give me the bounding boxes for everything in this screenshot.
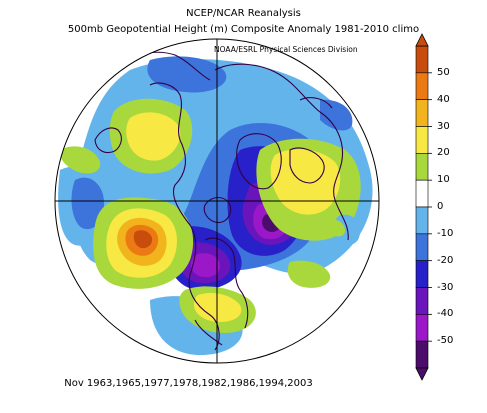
anomaly-positive-extreme: [133, 230, 153, 249]
colorbar-tick-label: -20: [437, 254, 454, 266]
anomaly-positive-light: [327, 219, 346, 237]
colorbar-tick-label: 10: [437, 174, 450, 186]
anomaly-negative-medium: [71, 177, 105, 230]
colorbar-tick-label: -40: [437, 308, 454, 320]
colorbar-segment: [415, 45, 429, 74]
colorbar-segment: [415, 126, 429, 154]
anomaly-positive-light: [287, 260, 331, 288]
map-grid: [54, 38, 380, 364]
coastline-kamchatka: [94, 127, 122, 154]
colorbar-segment: [415, 340, 429, 369]
anomaly-positive-medium: [270, 149, 341, 215]
credit-text: NOAA/ESRL Physical Sciences Division: [214, 45, 358, 54]
colorbar-tick-label: 20: [437, 147, 450, 159]
colorbar-tick-label: -10: [437, 227, 454, 239]
map-boundary: [54, 38, 380, 364]
colorbar-tick-label: 40: [437, 93, 450, 105]
anomaly-positive-light: [59, 146, 101, 174]
coastline-europe: [299, 97, 333, 109]
colorbar-tick-label: -30: [437, 281, 454, 293]
anomaly-negative-medium: [147, 56, 227, 93]
chart-subtitle: 500mb Geopotential Height (m) Composite …: [67, 24, 420, 35]
colorbar-segment: [415, 206, 429, 235]
coastline-north-america: [149, 82, 220, 351]
colorbar-segment: [415, 260, 429, 288]
colorbar-segment: [415, 72, 429, 100]
colorbar-tick-label: 50: [437, 66, 450, 78]
composite-caption: Nov 1963,1965,1977,1978,1982,1986,1994,2…: [64, 378, 313, 389]
colorbar-tick-label: 0: [437, 201, 444, 212]
colorbar-bottom-arrow: [415, 367, 429, 381]
colorbar-segment: [415, 233, 429, 261]
coastline-hudson-bay: [203, 196, 232, 224]
colorbar-tick-label: 30: [437, 120, 450, 132]
colorbar-segment: [415, 179, 429, 208]
colorbar-segment: [415, 314, 429, 342]
chart-title: NCEP/NCAR Reanalysis: [186, 8, 301, 19]
coastline-eurasia: [214, 63, 349, 241]
anomaly-negative-medium: [320, 99, 353, 131]
colorbar-segments: [415, 45, 432, 369]
anomaly-positive-medium: [194, 293, 242, 322]
coastlines: [94, 51, 349, 351]
coastline-north-america: [204, 237, 249, 329]
colorbar-segment: [415, 153, 429, 181]
colorbar-segment: [415, 287, 429, 315]
coastline-greenland: [236, 133, 282, 190]
colorbar-top-arrow: [415, 33, 429, 47]
coastline-mexico: [194, 319, 223, 346]
coastline-europe: [289, 147, 325, 184]
anomaly-positive-medium: [126, 112, 181, 161]
colorbar-tick-label: -50: [437, 335, 454, 347]
anomaly-negative-extreme: [190, 253, 220, 278]
colorbar-segment: [415, 99, 429, 127]
